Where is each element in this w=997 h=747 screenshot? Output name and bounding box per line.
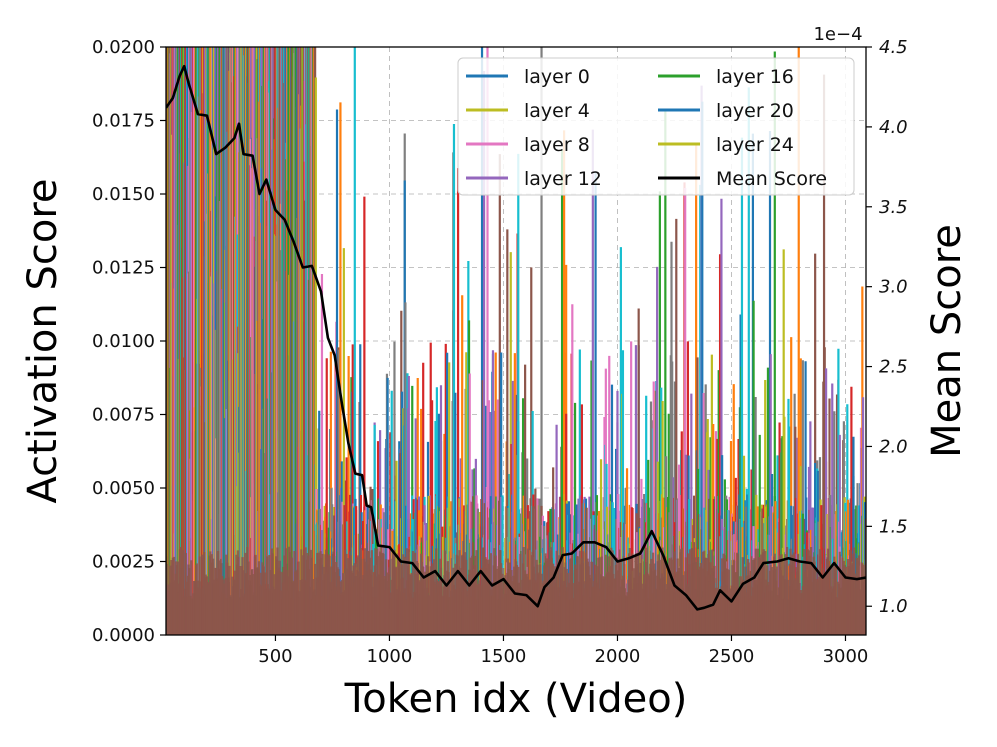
x-tick-label: 2500	[709, 646, 755, 667]
right-axis-multiplier: 1e−4	[813, 24, 862, 45]
y-right-tick-label: 4.5	[879, 37, 908, 58]
x-tick-label: 1500	[481, 646, 527, 667]
y-left-tick-label: 0.0200	[92, 37, 155, 58]
y-right-tick-label: 1.5	[879, 516, 908, 537]
legend-label: layer 20	[716, 100, 794, 122]
y-right-tick-label: 3.5	[879, 197, 908, 218]
y-left-tick-label: 0.0100	[92, 331, 155, 352]
mean-score-group	[166, 64, 866, 611]
x-tick-label: 500	[258, 646, 292, 667]
x-tick-label: 1000	[367, 646, 413, 667]
x-axis-title: Token idx (Video)	[344, 676, 688, 722]
y-left-tick-label: 0.0150	[92, 184, 155, 205]
y-right-axis-title: Mean Score	[924, 224, 970, 458]
y-left-tick-label: 0.0125	[92, 258, 155, 279]
legend-label: layer 16	[716, 66, 794, 88]
y-right-tick-label: 2.0	[879, 436, 908, 457]
legend: layer 0 layer 4 layer 8 layer 12 layer 16 lay…	[457, 57, 855, 196]
y-left-tick-label: 0.0175	[92, 111, 155, 132]
y-left-tick-label: 0.0000	[92, 625, 155, 646]
y-right-tick-label: 2.5	[879, 357, 908, 378]
y-left-tick-label: 0.0025	[92, 552, 155, 573]
y-right-tick-label: 4.0	[879, 117, 908, 138]
x-tick-label: 2000	[595, 646, 641, 667]
legend-box	[457, 57, 855, 196]
legend-label: layer 12	[524, 168, 602, 190]
legend-label: layer 8	[524, 134, 590, 156]
y-right-axis-ticks: 1.0 1.5 2.0 2.5 3.0 3.5 4.0 4.5	[866, 37, 908, 617]
legend-label: layer 4	[524, 100, 590, 122]
legend-label: layer 24	[716, 134, 794, 156]
y-left-axis-title: Activation Score	[20, 179, 66, 504]
y-left-tick-label: 0.0050	[92, 478, 155, 499]
x-axis-ticks: 500 1000 1500 2000 2500 3000	[258, 635, 868, 667]
y-right-tick-label: 3.0	[879, 277, 908, 298]
legend-label: Mean Score	[716, 168, 827, 190]
y-left-axis-ticks: 0.0000 0.0025 0.0050 0.0075 0.0100 0.0125 0.01…	[92, 37, 166, 646]
y-left-tick-label: 0.0075	[92, 405, 155, 426]
mean-score-line	[166, 64, 866, 611]
x-tick-label: 3000	[823, 646, 869, 667]
y-right-tick-label: 1.0	[879, 596, 908, 617]
legend-label: layer 0	[524, 66, 590, 88]
